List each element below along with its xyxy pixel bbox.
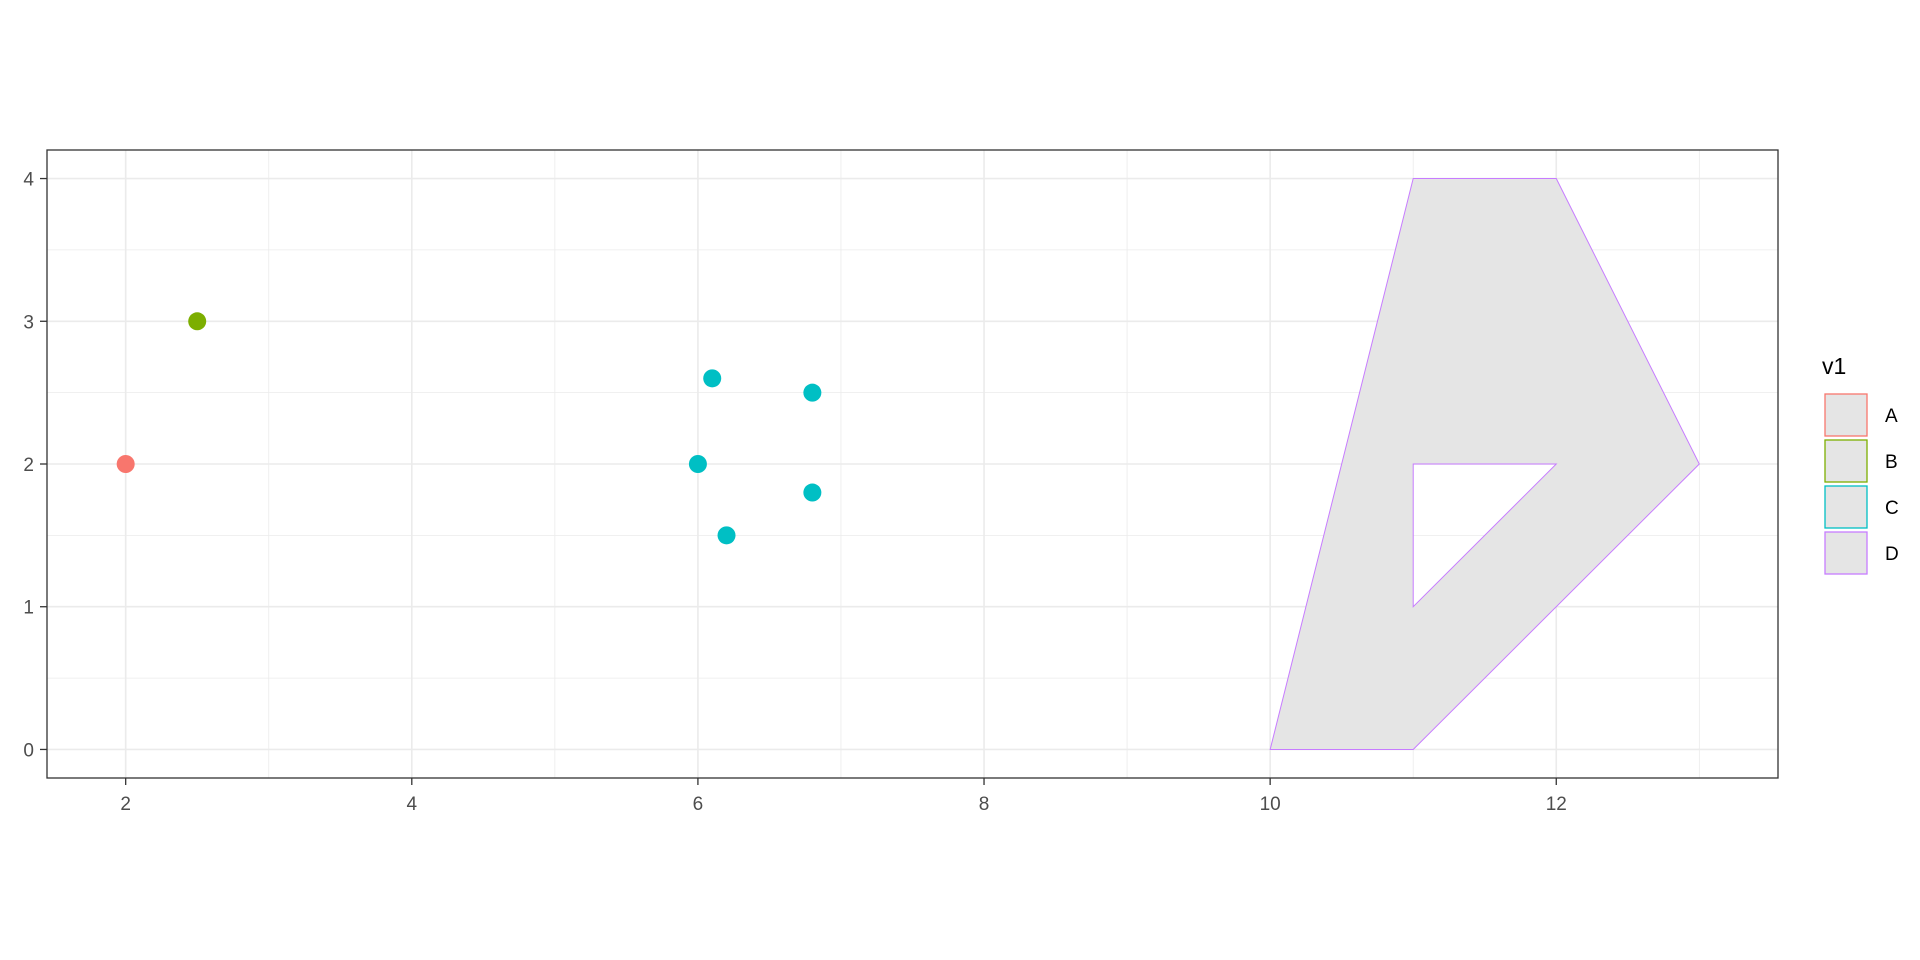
point-c	[803, 483, 822, 502]
legend-title: v1	[1822, 353, 1846, 379]
y-tick-label: 0	[23, 740, 34, 761]
point-c	[717, 526, 736, 545]
legend-key-d	[1824, 531, 1868, 575]
y-tick-label: 2	[23, 455, 34, 476]
point-c	[703, 369, 722, 388]
y-tick-label: 4	[23, 170, 34, 191]
polygon-layer	[1269, 178, 1700, 750]
x-tick-label: 8	[979, 794, 990, 815]
y-tick-label: 1	[23, 598, 34, 619]
point-c	[688, 455, 707, 473]
x-tick-label: 12	[1546, 794, 1567, 815]
legend-label-d: D	[1885, 544, 1899, 565]
legend-key-c	[1824, 485, 1868, 529]
polygon-d	[1269, 178, 1700, 750]
points-layer	[116, 312, 822, 545]
x-tick-label: 10	[1260, 794, 1281, 815]
legend-key-b	[1824, 439, 1868, 483]
x-tick-label: 4	[407, 794, 418, 815]
legend-label-b: B	[1885, 452, 1898, 473]
point-b	[188, 312, 207, 331]
point-c	[803, 383, 822, 402]
legend-label-c: C	[1885, 498, 1899, 519]
legend-key-a	[1824, 393, 1868, 437]
point-a	[116, 455, 135, 473]
y-tick-label: 3	[23, 312, 34, 333]
x-tick-label: 6	[693, 794, 704, 815]
x-tick-label: 2	[120, 794, 131, 815]
legend: v1 A B C D	[1822, 353, 1899, 575]
legend-label-a: A	[1885, 406, 1898, 427]
